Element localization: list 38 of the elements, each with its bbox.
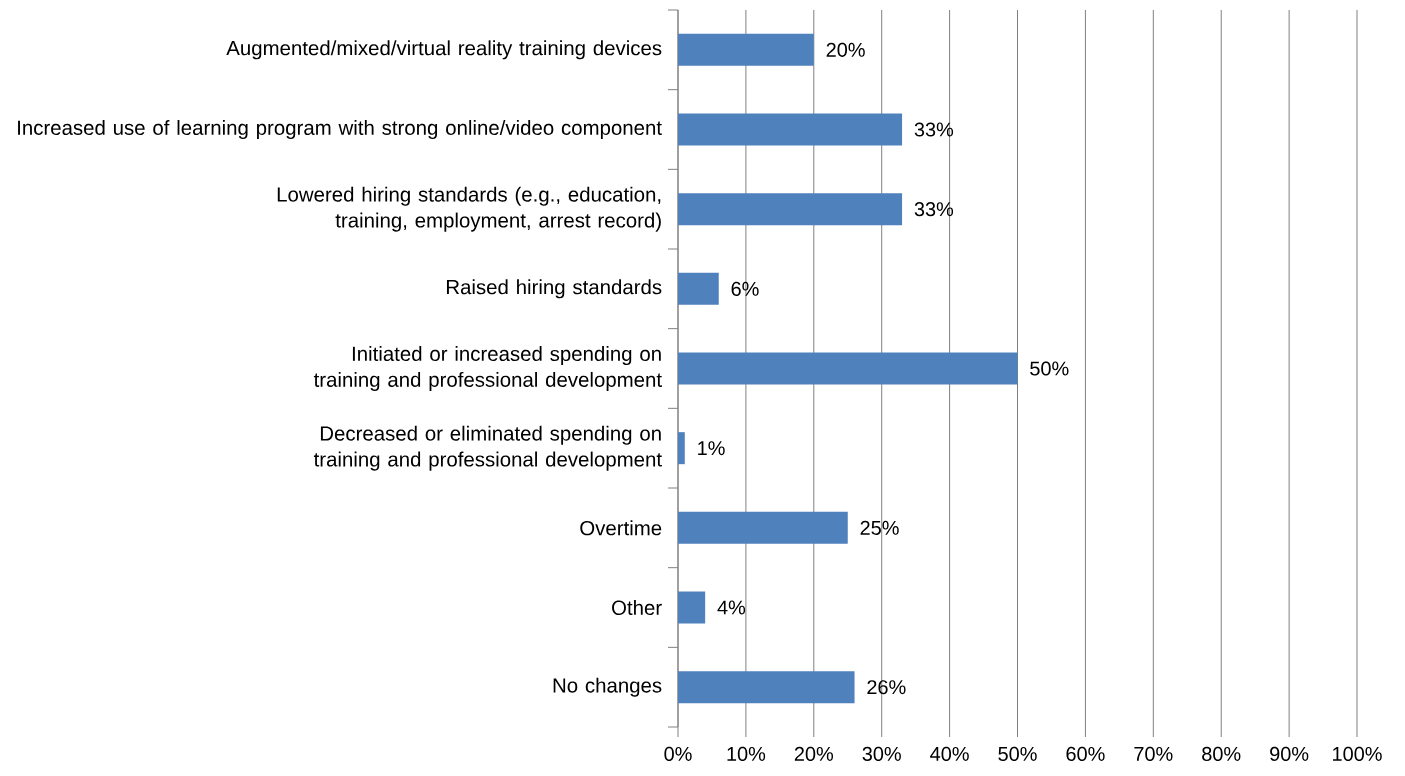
y-tick-label: Initiated or increased spending on training and professional development bbox=[313, 346, 662, 391]
bar bbox=[678, 352, 1018, 385]
data-label: 26% bbox=[867, 680, 906, 695]
x-tick-label: 20% bbox=[794, 746, 834, 761]
data-label: 20% bbox=[826, 42, 865, 57]
data-label: 33% bbox=[914, 122, 954, 137]
x-tick-label: 60% bbox=[1066, 746, 1105, 761]
data-label: 25% bbox=[860, 520, 899, 535]
data-label: 33% bbox=[914, 202, 954, 217]
y-tick-label: Increased use of learning program with strong online/video component bbox=[18, 119, 662, 140]
x-tick-label: 70% bbox=[1134, 746, 1173, 761]
y-tick-label: Other bbox=[612, 600, 662, 616]
x-tick-label: 100% bbox=[1333, 746, 1382, 761]
y-tick-label: Decreased or eliminated spending on training and professional development bbox=[313, 425, 662, 471]
y-tick-label: Lowered hiring standards (e.g., education, training, employment, arrest record) bbox=[277, 186, 661, 232]
bar bbox=[678, 193, 903, 226]
y-tick-label: No changes bbox=[553, 677, 662, 697]
bar bbox=[678, 432, 685, 465]
data-label: 1% bbox=[698, 441, 725, 456]
x-tick-label: 90% bbox=[1270, 746, 1309, 761]
x-tick-label: 40% bbox=[930, 746, 969, 761]
bar bbox=[678, 671, 855, 704]
y-tick-label: Augmented/mixed/virtual reality training devices bbox=[226, 40, 662, 60]
bar bbox=[678, 272, 719, 305]
x-tick-label: 50% bbox=[998, 746, 1037, 761]
bar bbox=[678, 591, 706, 624]
bar bbox=[678, 113, 903, 146]
x-tick-label: 0% bbox=[664, 746, 692, 761]
bar bbox=[678, 511, 848, 544]
y-tick-label: Raised hiring standards bbox=[446, 279, 662, 299]
data-label: 6% bbox=[731, 281, 759, 296]
bar bbox=[678, 33, 814, 66]
y-tick-label: Overtime bbox=[580, 520, 662, 536]
x-tick-label: 10% bbox=[727, 746, 766, 761]
data-label: 50% bbox=[1030, 361, 1069, 376]
x-tick-label: 80% bbox=[1202, 746, 1241, 761]
data-label: 4% bbox=[717, 600, 746, 615]
x-tick-label: 30% bbox=[862, 746, 901, 761]
